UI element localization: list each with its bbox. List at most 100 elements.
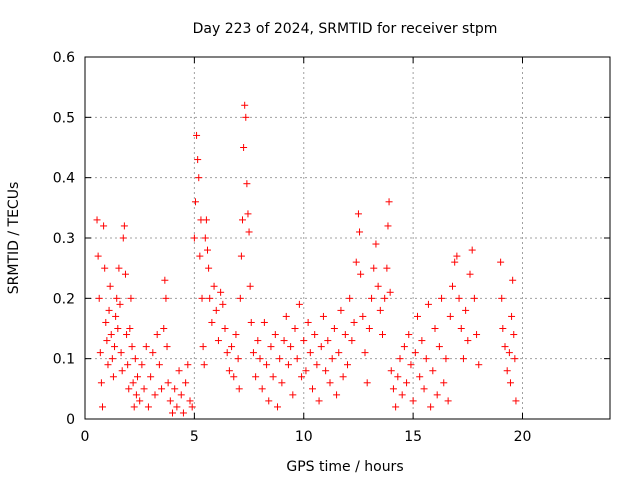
data-point: [155, 361, 163, 369]
data-point: [473, 331, 481, 339]
y-tick-label: 0.5: [53, 110, 75, 126]
data-point: [193, 131, 201, 139]
data-point: [179, 409, 187, 417]
data-point: [97, 379, 105, 387]
data-point: [464, 337, 472, 345]
data-point: [230, 373, 238, 381]
data-point: [136, 397, 144, 405]
data-point: [449, 282, 456, 290]
data-point: [280, 337, 288, 345]
data-point: [214, 337, 222, 345]
data-point: [107, 331, 115, 339]
data-point: [315, 397, 323, 405]
data-point: [106, 282, 114, 290]
data-point: [446, 312, 454, 320]
data-point: [239, 216, 246, 224]
data-point: [328, 355, 336, 363]
data-point: [389, 385, 397, 393]
data-point: [407, 361, 415, 369]
data-point: [175, 367, 183, 375]
data-point: [263, 361, 271, 369]
data-point: [503, 367, 511, 375]
data-point: [114, 325, 122, 332]
data-point: [237, 252, 245, 260]
data-point: [438, 294, 446, 302]
data-point: [247, 318, 255, 326]
data-point: [385, 198, 393, 206]
data-point: [506, 379, 514, 387]
data-point: [120, 222, 128, 230]
data-point: [293, 355, 301, 363]
data-point: [111, 343, 119, 351]
chart-title: Day 223 of 2024, SRMTID for receiver stp…: [193, 21, 498, 37]
data-point: [372, 240, 380, 248]
data-point: [427, 403, 435, 411]
data-point: [420, 385, 428, 393]
data-point: [324, 337, 332, 345]
data-point: [335, 349, 343, 357]
data-point: [424, 300, 432, 308]
data-point: [258, 385, 266, 393]
data-point: [138, 361, 146, 369]
data-point: [221, 325, 229, 332]
data-point: [188, 403, 196, 411]
data-point: [501, 343, 509, 351]
data-point: [440, 379, 448, 387]
data-point: [140, 385, 148, 393]
data-point: [242, 113, 250, 121]
data-point: [455, 294, 463, 302]
data-point: [339, 373, 347, 381]
data-point: [365, 325, 373, 332]
data-point: [269, 373, 277, 381]
data-point: [119, 234, 127, 242]
data-point: [330, 325, 338, 332]
data-point: [118, 367, 126, 375]
data-point: [144, 403, 152, 411]
data-point: [384, 222, 392, 230]
data-point: [131, 355, 139, 363]
data-point: [368, 294, 376, 302]
x-tick-label: 20: [514, 429, 532, 445]
x-tick-label: 15: [404, 429, 422, 445]
data-point: [337, 306, 345, 314]
y-tick-label: 0: [66, 412, 75, 428]
data-point: [344, 361, 351, 369]
data-point: [115, 264, 123, 272]
data-point: [147, 373, 155, 381]
data-point: [265, 397, 273, 405]
data-point: [333, 391, 341, 399]
data-point: [171, 385, 179, 393]
data-point: [405, 331, 413, 339]
data-point: [319, 312, 327, 320]
data-point: [112, 312, 120, 320]
data-point: [177, 391, 185, 399]
data-point: [383, 264, 391, 272]
data-point: [508, 312, 516, 320]
data-point: [289, 391, 297, 399]
data-point: [234, 355, 242, 363]
data-point: [429, 367, 437, 375]
data-point: [287, 343, 295, 351]
y-tick-label: 0.6: [53, 50, 75, 66]
data-point: [117, 349, 125, 357]
data-point: [433, 391, 441, 399]
data-point: [300, 337, 308, 345]
data-point: [462, 306, 470, 314]
data-point: [191, 198, 199, 206]
data-point: [121, 270, 129, 278]
data-point: [370, 264, 378, 272]
data-point: [274, 403, 281, 411]
data-point: [468, 246, 476, 254]
data-point: [123, 331, 131, 339]
data-point: [245, 228, 253, 236]
data-point: [284, 361, 292, 369]
data-point: [127, 294, 135, 302]
data-point: [198, 294, 206, 302]
data-point: [162, 294, 170, 302]
data-point: [236, 294, 244, 302]
data-point: [392, 403, 400, 411]
data-point: [254, 337, 262, 345]
data-point: [244, 210, 252, 218]
data-point: [396, 355, 404, 363]
data-point: [182, 379, 190, 387]
